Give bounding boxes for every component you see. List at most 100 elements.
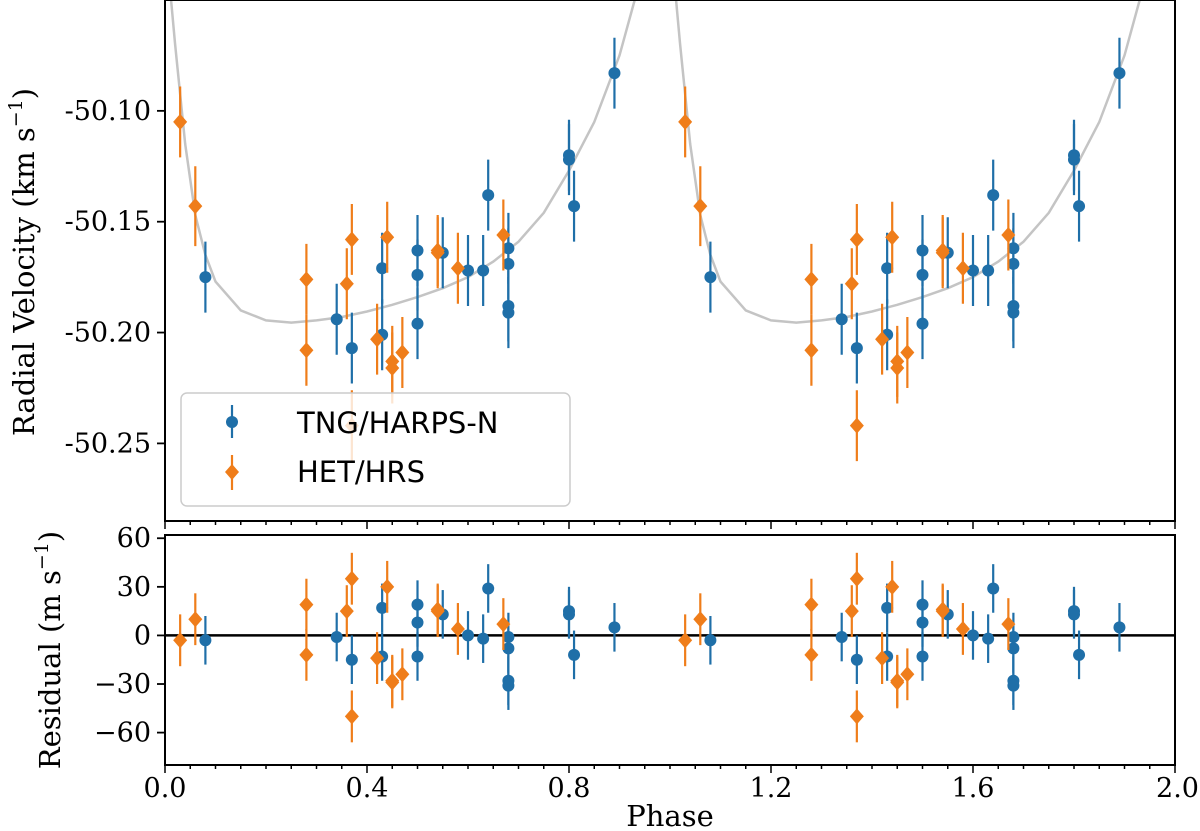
het-residual-point: [173, 632, 188, 649]
tng-rv-point: [330, 313, 343, 326]
het-rv-point: [875, 331, 890, 348]
residual-ytick-label: 60: [117, 523, 151, 554]
tng-rv-point: [987, 189, 1000, 202]
het-residual-point: [849, 570, 864, 587]
tng-residual-point: [1073, 648, 1086, 661]
tng-rv-point: [1073, 200, 1086, 213]
tng-rv-point: [345, 342, 358, 355]
het-residual-point: [299, 646, 314, 663]
x-tick-label: 1.6: [952, 773, 995, 804]
x-tick-label: 0.4: [346, 773, 389, 804]
tng-residual-point: [376, 601, 389, 614]
rv-ytick-label: -50.20: [65, 318, 151, 349]
tng-residual-point: [199, 634, 212, 647]
rv-ytick-label: -50.25: [65, 428, 151, 459]
het-residual-point: [380, 578, 395, 595]
tng-residual-point: [502, 679, 515, 692]
het-rv-point: [450, 260, 465, 277]
het-rv-point: [339, 275, 354, 292]
x-tick-label: 0.8: [548, 773, 591, 804]
tng-rv-point: [477, 264, 490, 277]
het-rv-point: [900, 344, 915, 361]
residual-axis-label: Residual (m s−1): [31, 531, 67, 769]
het-rv-point: [380, 229, 395, 246]
tng-residual-point: [462, 629, 474, 642]
tng-rv-point: [502, 242, 515, 255]
tng-rv-point: [502, 306, 515, 319]
residual-ticks: −60 −30 0 30 60: [94, 523, 165, 749]
residual-ytick-label: 0: [134, 620, 151, 651]
het-residual-point: [339, 603, 354, 620]
tng-rv-point: [967, 264, 979, 277]
tng-residual-point: [502, 631, 515, 644]
tng-residual-point: [987, 582, 1000, 595]
x-axis-label: Phase: [626, 799, 714, 831]
rv-ticks: -50.25 -50.20 -50.15 -50.10: [65, 96, 165, 459]
rv-axis-label: Radial Velocity (km s−1): [5, 88, 41, 436]
het-rv-point: [430, 244, 445, 261]
het-rv-point: [890, 353, 905, 370]
tng-residual-point: [411, 598, 424, 611]
legend-tng-label: TNG/HARPS-N: [296, 406, 499, 440]
rv-panel: -50.25 -50.20 -50.15 -50.10 Radial Velocity…: [5, 0, 1176, 522]
x-tick-label: 2.0: [1156, 773, 1199, 804]
het-series-layer: [173, 86, 1016, 462]
het-residual-point: [344, 708, 359, 725]
tng-residual-point: [916, 598, 929, 611]
tng-rv-point: [916, 244, 929, 257]
het-rv-point: [804, 342, 819, 359]
het-rv-point: [955, 260, 970, 277]
legend: TNG/HARPS-N HET/HRS: [180, 392, 571, 507]
tng-residual-point: [608, 621, 621, 634]
legend-het-marker: [225, 455, 239, 490]
het-residual-point: [430, 601, 445, 618]
tng-rv-point: [835, 313, 848, 326]
x-axis-ticks: 0.0 0.4 0.8 1.2 1.6 2.0: [144, 521, 1199, 804]
het-residual-point: [804, 596, 819, 613]
het-rv-point: [188, 198, 203, 215]
het-residual-point: [885, 578, 900, 595]
tng-residual-point: [482, 582, 495, 595]
tng-rv-point: [1007, 242, 1020, 255]
tng-residual-point: [1007, 679, 1020, 692]
het-residual-point: [900, 666, 915, 683]
tng-rv-point: [482, 189, 495, 202]
het-residual-point: [693, 611, 708, 628]
het-rv-point: [299, 342, 314, 359]
het-rv-point: [935, 244, 950, 261]
rv-ytick-label: -50.10: [65, 96, 151, 127]
residual-ytick-label: −60: [94, 718, 151, 749]
het-rv-point: [173, 113, 188, 130]
tng-rv-point: [199, 271, 212, 284]
tng-residual-point: [1113, 621, 1126, 634]
het-residual-point: [875, 650, 890, 667]
tng-rv-point: [411, 317, 424, 330]
het-rv-point: [370, 331, 385, 348]
het-rv-point: [299, 271, 314, 288]
model-curve-layer: [169, 0, 1141, 324]
tng-rv-point: [568, 200, 581, 213]
het-residual-point: [385, 674, 400, 691]
x-tick-label: 0.0: [144, 773, 187, 804]
legend-box: [180, 392, 571, 507]
x-tick-label: 1.2: [750, 773, 793, 804]
het-residual-point: [935, 601, 950, 618]
het-rv-point: [849, 417, 864, 434]
het-residual-point: [844, 603, 859, 620]
het-rv-point: [885, 229, 900, 246]
het-residual-point: [344, 570, 359, 587]
het-rv-point: [344, 231, 359, 248]
het-residual-point: [299, 596, 314, 613]
tng-rv-point: [916, 317, 929, 330]
legend-het-label: HET/HRS: [297, 455, 425, 489]
tng-residual-point: [345, 653, 358, 666]
het-rv-point: [385, 353, 400, 370]
rv-ytick-label: -50.15: [65, 207, 151, 238]
tng-rv-point: [704, 271, 717, 284]
het-rv-point: [678, 113, 693, 130]
tng-rv-point: [982, 264, 995, 277]
residual-ytick-label: −30: [94, 669, 151, 700]
tng-residual-point: [850, 653, 863, 666]
tng-residual-point: [982, 632, 995, 645]
